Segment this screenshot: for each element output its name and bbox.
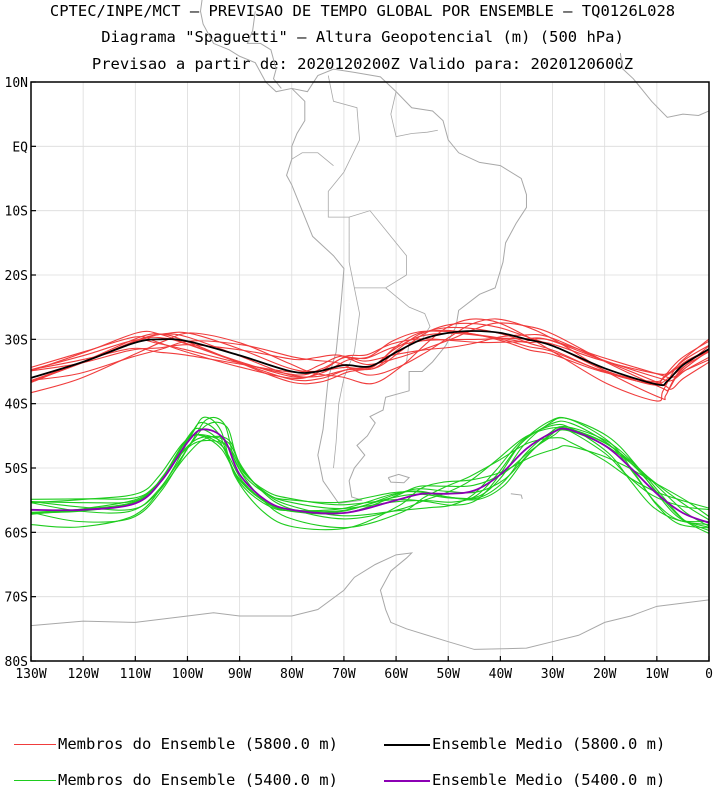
member-line-5800 — [30, 318, 710, 401]
y-tick-label: EQ — [12, 140, 28, 155]
y-tick-label: 10N — [5, 76, 28, 91]
coastline — [619, 52, 710, 118]
legend-label-member-5400: Membros do Ensemble (5400.0 m) — [58, 771, 338, 789]
y-tick-label: 10S — [5, 205, 28, 220]
y-tick-label: 30S — [5, 333, 28, 348]
coastline — [199, 0, 292, 93]
member-line-5400 — [30, 423, 710, 523]
country-border — [348, 210, 407, 289]
map-frame — [30, 81, 710, 662]
member-line-5400 — [30, 416, 710, 529]
member-line-5400 — [30, 416, 710, 529]
y-tick-label: 80S — [5, 655, 28, 670]
x-tick-label: 0 — [705, 667, 713, 682]
legend-label-member-5800: Membros do Ensemble (5800.0 m) — [58, 735, 338, 753]
x-tick-label: 50W — [436, 667, 460, 682]
country-border — [385, 287, 431, 362]
country-border — [327, 171, 350, 243]
title-line-3: Previsao a partir de: 2020120200Z Valido… — [91, 55, 634, 73]
y-tick-label: 60S — [5, 526, 28, 541]
y-tick-label: 20S — [5, 269, 28, 284]
member-line-5800 — [30, 333, 710, 390]
x-tick-label: 70W — [332, 667, 356, 682]
title-line-1: CPTEC/INPE/MCT — PREVISAO DE TEMPO GLOBA… — [49, 2, 676, 20]
title-line-2: Diagrama "Spaguetti" — Altura Geopotenci… — [101, 28, 624, 46]
member-line-5800 — [30, 318, 710, 402]
ensemble-mean-lines — [30, 330, 710, 524]
legend-swatch-member-5400 — [14, 780, 56, 781]
longitude-axis: 130W 120W 110W 100W 90W 80W 70W 60W 50W 40W 30W 20W… — [15, 656, 713, 682]
coastlines-and-borders — [30, 0, 710, 650]
legend-label-mean-5800: Ensemble Medio (5800.0 m) — [432, 735, 666, 753]
coastline — [286, 68, 527, 504]
country-border — [327, 75, 360, 173]
legend-swatch-member-5800 — [14, 744, 56, 745]
y-tick-label: 50S — [5, 462, 28, 477]
coastline — [30, 552, 710, 650]
country-border — [390, 91, 438, 138]
member-line-5400 — [30, 416, 710, 531]
mean-line-5800 — [30, 330, 710, 387]
coastline — [387, 473, 411, 484]
ensemble-member-lines — [30, 318, 710, 534]
x-tick-label: 40W — [489, 667, 513, 682]
legend-label-mean-5400: Ensemble Medio (5400.0 m) — [432, 771, 666, 789]
x-tick-label: 80W — [280, 667, 304, 682]
member-line-5800 — [30, 329, 710, 385]
mean-line-5400 — [30, 427, 710, 524]
legend-swatch-mean-5400 — [384, 780, 430, 782]
x-tick-label: 120W — [67, 667, 98, 682]
x-tick-label: 110W — [120, 667, 151, 682]
coastline — [246, 11, 282, 89]
x-tick-label: 130W — [15, 667, 46, 682]
x-tick-label: 20W — [593, 667, 617, 682]
x-tick-label: 100W — [172, 667, 203, 682]
member-line-5400 — [30, 426, 710, 534]
x-tick-label: 60W — [384, 667, 408, 682]
x-tick-label: 10W — [645, 667, 669, 682]
member-line-5800 — [30, 322, 710, 386]
x-tick-label: 30W — [541, 667, 565, 682]
y-tick-label: 40S — [5, 398, 28, 413]
y-tick-label: 70S — [5, 591, 28, 606]
country-border — [291, 152, 334, 166]
member-line-5800 — [30, 336, 710, 380]
member-line-5800 — [30, 330, 710, 378]
latitude-axis: 10N EQ 10S 20S 30S 40S 50S 60S 70S 80S — [5, 76, 36, 670]
legend-swatch-mean-5800 — [384, 744, 430, 746]
coastline — [510, 493, 523, 500]
x-tick-label: 90W — [228, 667, 252, 682]
